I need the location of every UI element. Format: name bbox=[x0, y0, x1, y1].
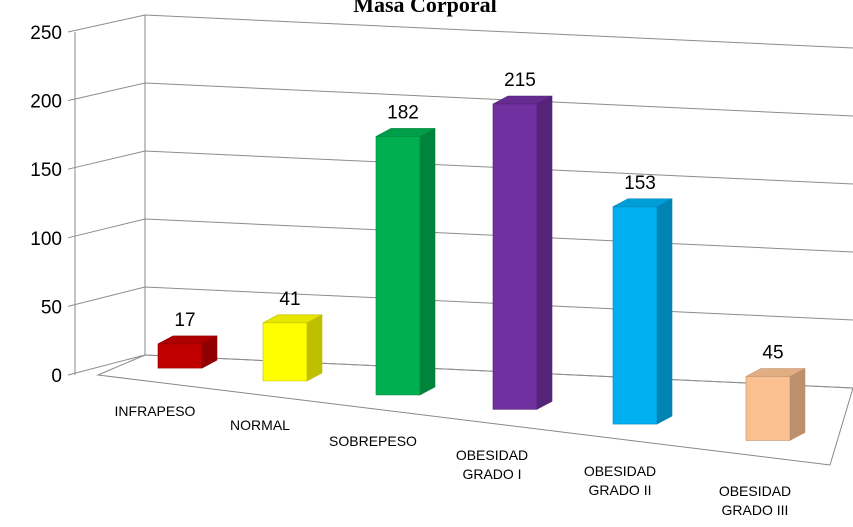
x-tick-label: NORMAL bbox=[230, 417, 290, 433]
y-tick-label: 200 bbox=[30, 92, 62, 113]
x-tick-label: INFRAPESO bbox=[114, 403, 196, 419]
chart-title: Masa Corporal bbox=[353, 0, 497, 17]
grid-line bbox=[67, 14, 853, 49]
bar-front bbox=[612, 206, 658, 425]
bar-side bbox=[306, 314, 323, 382]
value-label: 45 bbox=[762, 343, 783, 364]
bar bbox=[492, 95, 553, 410]
bar-front bbox=[375, 136, 421, 396]
floor bbox=[96, 354, 853, 466]
grid-line bbox=[67, 218, 853, 253]
y-tick-label: 100 bbox=[30, 229, 62, 250]
bar bbox=[745, 368, 806, 441]
y-tick-label: 250 bbox=[30, 23, 62, 44]
y-tick-label: 50 bbox=[41, 297, 62, 318]
bar-front bbox=[492, 103, 538, 410]
value-label: 41 bbox=[279, 289, 300, 310]
grid-line bbox=[67, 150, 853, 185]
bar-side bbox=[536, 95, 553, 410]
grid-line bbox=[67, 82, 853, 117]
bar-front bbox=[262, 322, 308, 382]
y-tick-label: 150 bbox=[30, 160, 62, 181]
bar-side bbox=[656, 198, 673, 425]
bar-side bbox=[789, 368, 806, 441]
value-label: 153 bbox=[624, 173, 656, 194]
y-tick-label: 0 bbox=[51, 366, 62, 387]
bar-front bbox=[745, 376, 791, 441]
bar bbox=[375, 127, 436, 396]
bar bbox=[262, 314, 323, 382]
bar bbox=[612, 198, 673, 425]
bar-front bbox=[157, 343, 203, 369]
value-label: 215 bbox=[504, 70, 536, 91]
bar bbox=[157, 335, 218, 369]
value-label: 182 bbox=[387, 102, 419, 123]
x-tick-label: SOBREPESO bbox=[329, 433, 417, 449]
x-tick-label: OBESIDAD GRADO I bbox=[455, 447, 529, 482]
x-tick-label: OBESIDAD GRADO II bbox=[583, 463, 657, 498]
value-label: 17 bbox=[174, 310, 195, 331]
bar-side bbox=[419, 127, 436, 396]
x-tick-label: OBESIDAD GRADO III bbox=[718, 483, 792, 518]
